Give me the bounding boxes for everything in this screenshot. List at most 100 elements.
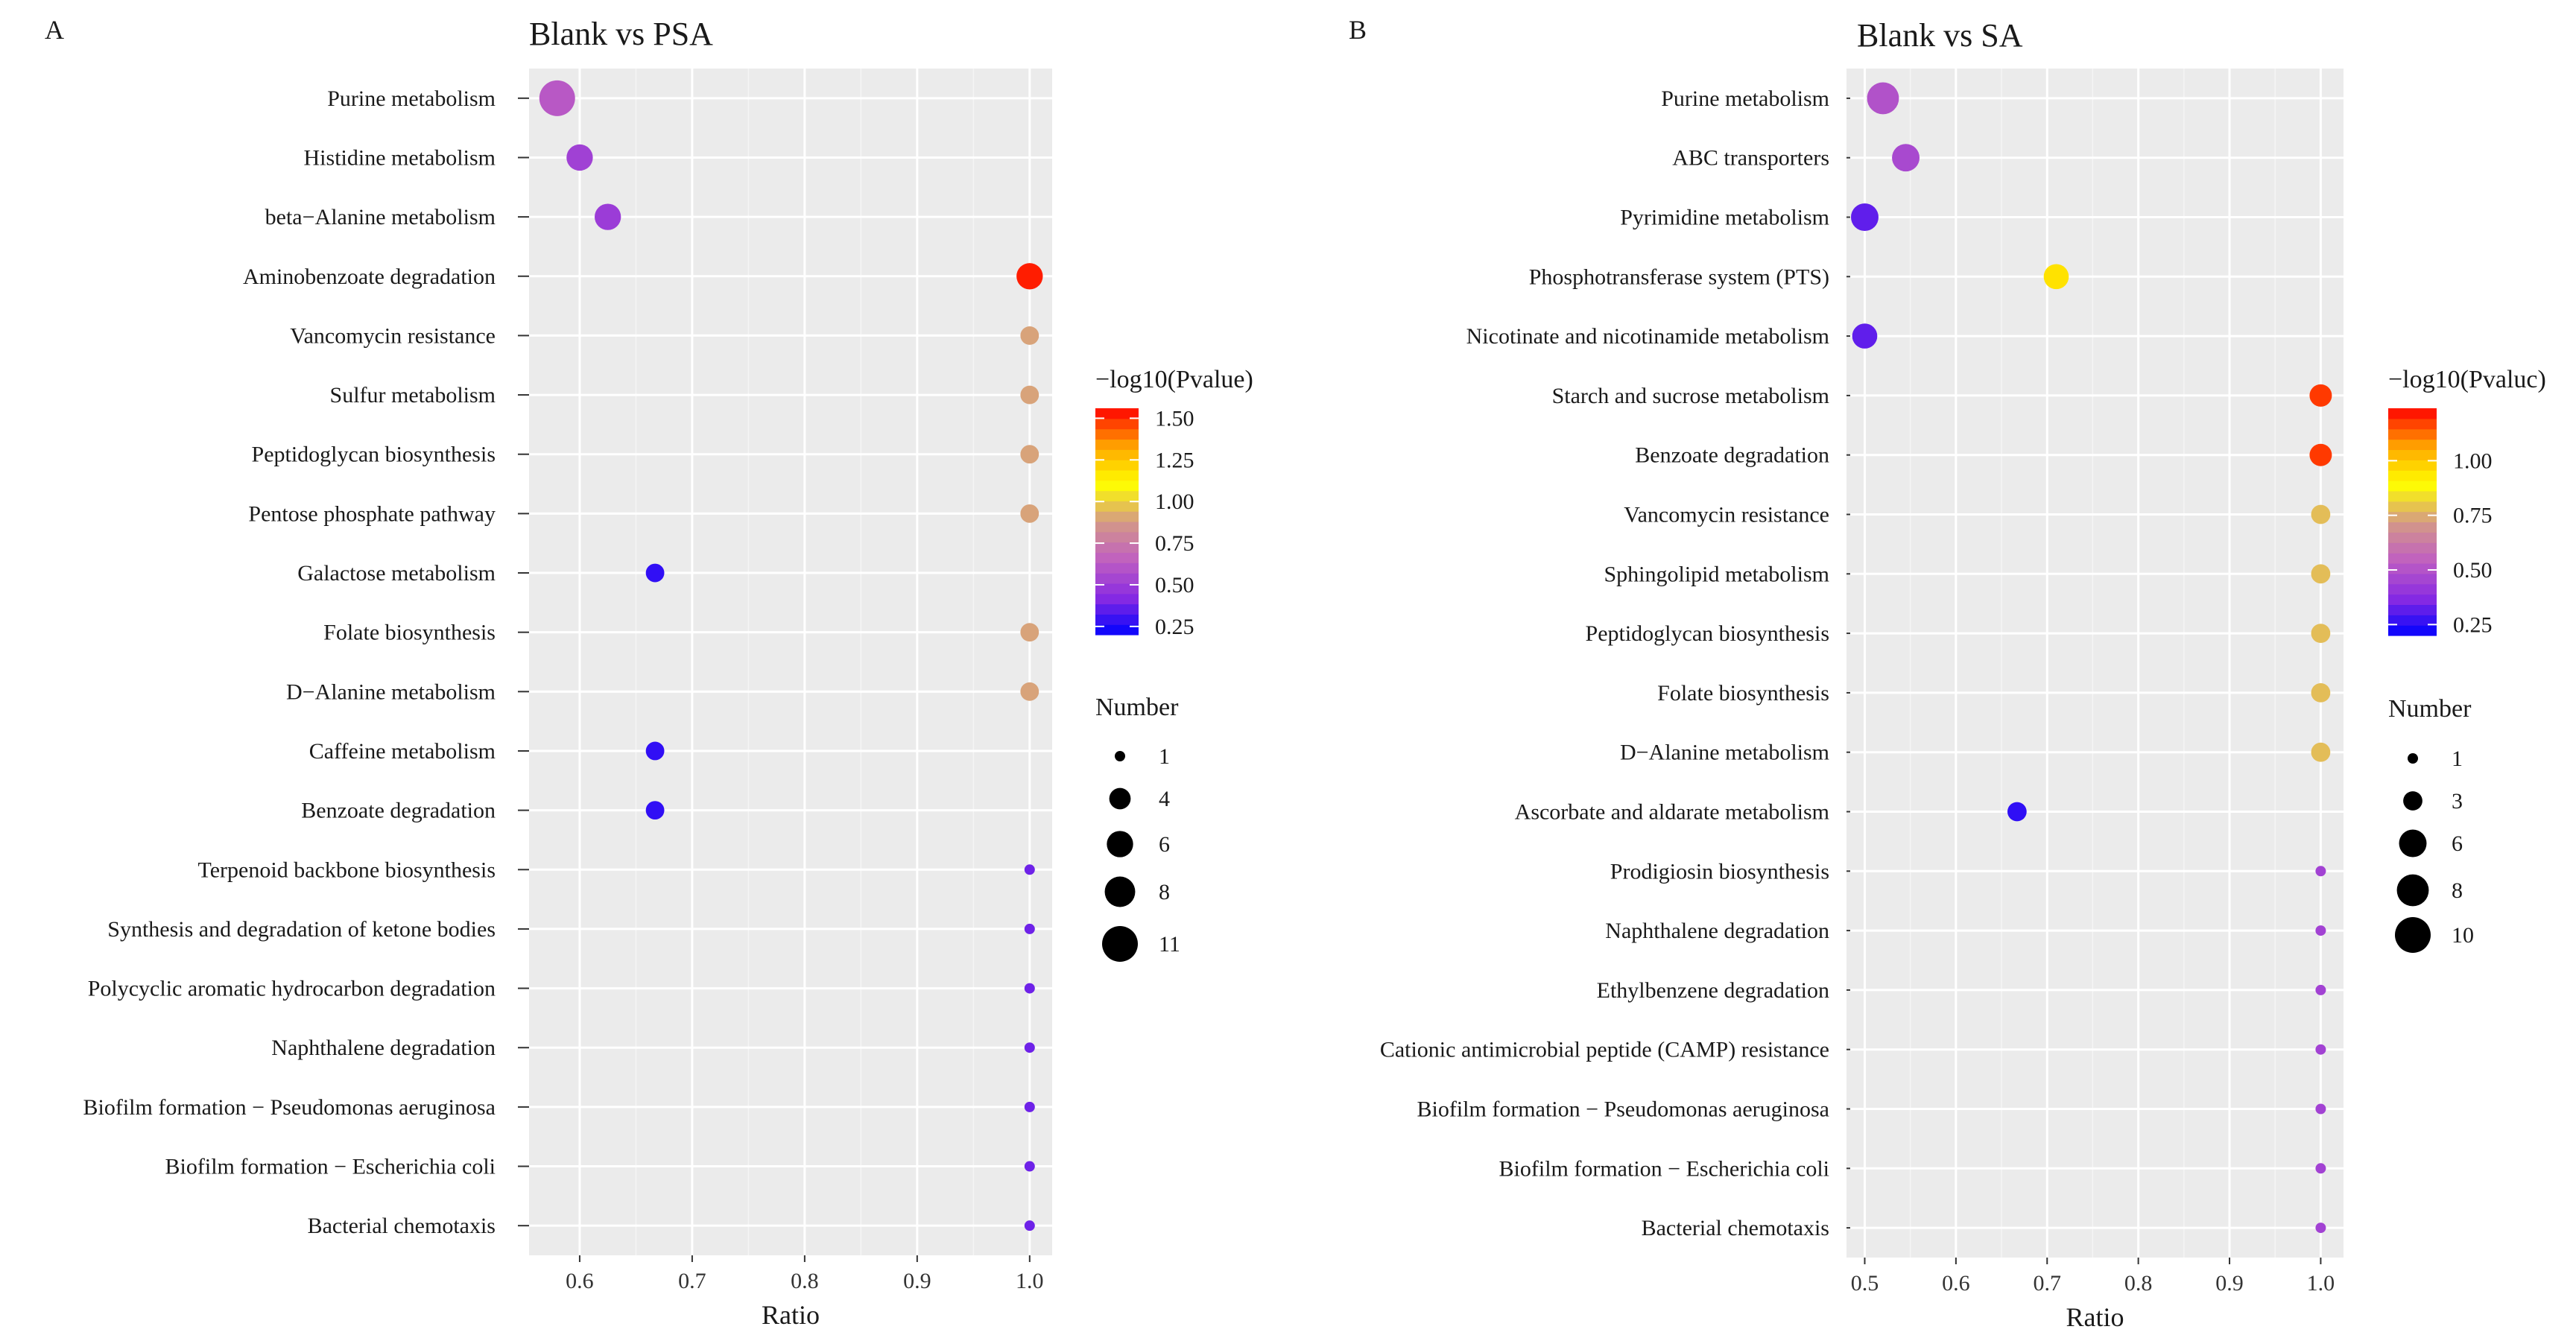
x-tick-label: 0.9 xyxy=(903,1269,931,1293)
data-point xyxy=(1020,385,1039,405)
size-legend-dot xyxy=(2396,874,2429,907)
size-legend-dot xyxy=(2399,829,2427,857)
color-legend-band xyxy=(1095,552,1139,563)
color-legend-band xyxy=(1095,511,1139,522)
data-point xyxy=(1024,1101,1035,1112)
data-point xyxy=(539,80,575,116)
size-legend-label: 8 xyxy=(1159,880,1170,904)
y-tick-label: Peptidoglycan biosynthesis xyxy=(252,443,496,467)
data-point xyxy=(1016,263,1043,290)
data-point xyxy=(1867,82,1899,115)
data-point xyxy=(2309,384,2332,407)
size-legend-label: 10 xyxy=(2452,923,2474,948)
color-legend-band xyxy=(1095,583,1139,595)
data-point xyxy=(1020,504,1039,523)
chart-title: Blank vs SA xyxy=(1857,17,2023,54)
size-legend-label: 1 xyxy=(1159,744,1170,769)
color-legend-band xyxy=(2388,460,2437,471)
y-tick-label: Prodigiosin biosynthesis xyxy=(1610,859,1829,884)
panel-a: A Blank vs PSA 0.6 0.7 0.8 0.9 1.0 Ratio Purine … xyxy=(45,15,1253,1330)
data-point xyxy=(645,741,665,761)
data-point xyxy=(594,203,621,230)
data-point xyxy=(566,144,593,171)
size-legend-dot xyxy=(2395,917,2431,953)
color-legend-label: 1.00 xyxy=(2453,448,2493,473)
x-tick-label: 0.8 xyxy=(2124,1271,2153,1296)
y-tick-label: Pyrimidine metabolism xyxy=(1620,206,1829,230)
y-tick-label: Folate biosynthesis xyxy=(1657,681,1829,706)
y-tick-label: Sphingolipid metabolism xyxy=(1604,562,1829,586)
data-point xyxy=(2311,683,2331,703)
y-tick-label: D−Alanine metabolism xyxy=(1620,741,1829,765)
panel-b: B Blank vs SA 0.5 0.6 0.7 0.8 0.9 1.0 Ratio Purin… xyxy=(1349,15,2546,1332)
color-legend-label: 0.75 xyxy=(1155,531,1194,556)
data-point xyxy=(1020,445,1039,464)
color-legend-band xyxy=(2388,562,2437,574)
color-legend-label: 1.25 xyxy=(1155,448,1194,472)
x-tick-label: 1.0 xyxy=(1016,1269,1044,1293)
size-legend-dot xyxy=(1107,831,1133,857)
size-legend-dot xyxy=(2403,791,2422,811)
data-point xyxy=(2315,866,2326,877)
data-point xyxy=(2311,742,2331,762)
color-legend-label: 0.25 xyxy=(2453,612,2493,637)
size-legend-label: 8 xyxy=(2452,878,2463,903)
data-point xyxy=(2311,504,2331,524)
y-tick-label: Ethylbenzene degradation xyxy=(1597,978,1829,1003)
color-legend-band xyxy=(1095,531,1139,543)
x-axis-label: Ratio xyxy=(2066,1302,2124,1332)
data-point xyxy=(1024,1042,1035,1053)
size-legend-label: 6 xyxy=(2452,831,2463,856)
color-legend-label: 1.00 xyxy=(1155,489,1194,514)
y-tick-label: D−Alanine metabolism xyxy=(286,679,496,704)
data-point xyxy=(2315,925,2326,936)
color-legend-band xyxy=(2388,418,2437,430)
y-tick-label: Naphthalene degradation xyxy=(271,1036,496,1060)
color-legend-band xyxy=(2388,604,2437,615)
y-tick-label: Purine metabolism xyxy=(327,86,496,111)
y-tick-label: Biofilm formation − Escherichia coli xyxy=(1499,1156,1829,1181)
data-point xyxy=(645,563,665,583)
x-tick-label: 0.6 xyxy=(1942,1271,1970,1296)
color-legend-band xyxy=(2388,449,2437,460)
color-legend-band xyxy=(1095,418,1139,430)
data-point xyxy=(2315,1223,2326,1234)
data-point xyxy=(2315,984,2326,995)
x-axis-label: Ratio xyxy=(762,1300,820,1330)
color-legend-band xyxy=(1095,562,1139,574)
color-legend-band xyxy=(2388,501,2437,513)
y-tick-label: Bacterial chemotaxis xyxy=(308,1214,496,1238)
data-point xyxy=(2311,564,2331,584)
color-legend-band xyxy=(1095,542,1139,554)
y-tick-label: Purine metabolism xyxy=(1661,86,1829,111)
chart-title: Blank vs PSA xyxy=(529,16,713,52)
panel-label: A xyxy=(45,15,64,45)
color-legend-band xyxy=(1095,573,1139,584)
data-point xyxy=(1020,682,1039,701)
data-point xyxy=(2311,624,2331,643)
color-legend-band xyxy=(2388,481,2437,492)
y-tick-label: Terpenoid backbone biosynthesis xyxy=(198,857,496,882)
color-legend-band xyxy=(2388,594,2437,606)
y-tick-label: Cationic antimicrobial peptide (CAMP) re… xyxy=(1380,1038,1829,1062)
data-point xyxy=(1850,203,1879,231)
color-legend-band xyxy=(2388,573,2437,585)
color-legend-band xyxy=(1095,522,1139,533)
y-tick-label: Biofilm formation − Pseudomonas aerugino… xyxy=(1417,1097,1829,1122)
y-tick-label: Bacterial chemotaxis xyxy=(1642,1216,1829,1240)
y-tick-label: Benzoate degradation xyxy=(1635,443,1829,468)
panel-label: B xyxy=(1349,15,1367,45)
data-point xyxy=(1852,323,1878,349)
y-tick-label: Pentose phosphate pathway xyxy=(248,501,496,526)
plot-background xyxy=(529,69,1052,1255)
color-legend-band xyxy=(2388,428,2437,440)
color-legend-title: −log10(Pvaluc) xyxy=(2388,366,2546,393)
x-tick-label: 0.5 xyxy=(1851,1271,1879,1296)
x-tick-label: 0.6 xyxy=(566,1269,594,1293)
x-tick-label: 0.8 xyxy=(791,1269,819,1293)
y-tick-label: Galactose metabolism xyxy=(297,561,496,586)
y-tick-label: Vancomycin resistance xyxy=(290,323,496,348)
data-point xyxy=(645,801,665,820)
y-tick-label: Phosphotransferase system (PTS) xyxy=(1529,264,1829,289)
